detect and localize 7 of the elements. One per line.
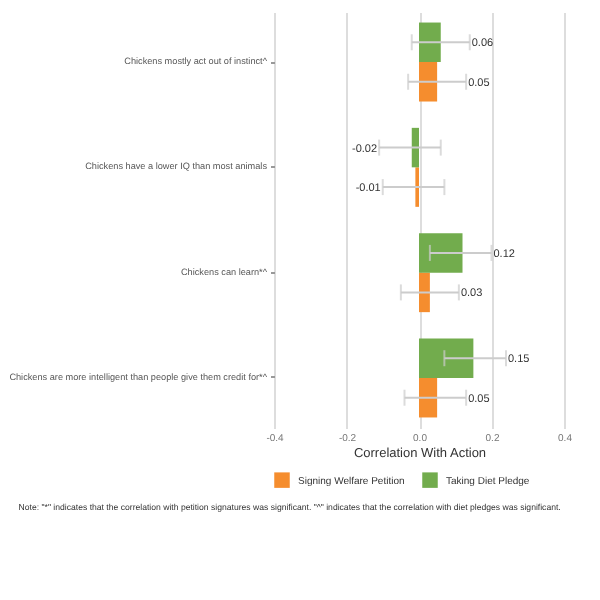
bar [419, 22, 441, 63]
bar [419, 233, 463, 273]
bar [419, 272, 430, 313]
bar [419, 377, 438, 418]
bar [419, 62, 438, 102]
bar [419, 338, 474, 378]
bar [411, 127, 419, 168]
